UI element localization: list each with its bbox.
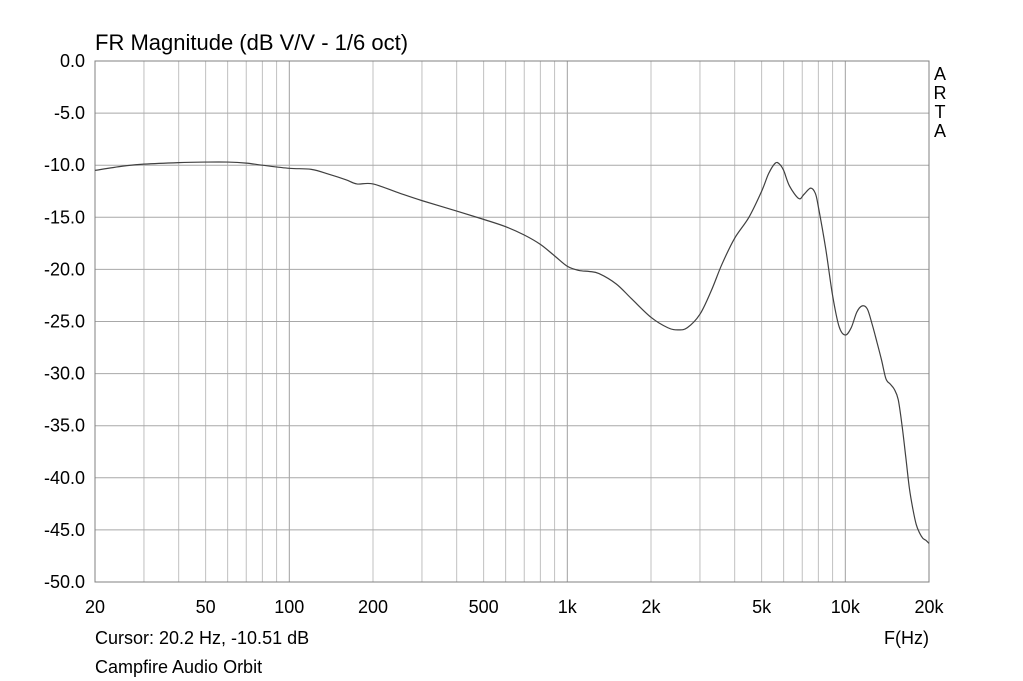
cursor-readout: Cursor: 20.2 Hz, -10.51 dB [95,628,309,648]
response-curve [94,161,930,544]
grid-lines [95,61,929,582]
chart-title: FR Magnitude (dB V/V - 1/6 oct) [95,30,408,55]
x-tick-label: 2k [641,597,661,617]
y-tick-label: -40.0 [44,468,85,488]
y-tick-label: -35.0 [44,416,85,436]
y-tick-label: -45.0 [44,520,85,540]
x-tick-label: 50 [196,597,216,617]
x-axis-label: F(Hz) [884,628,929,648]
chart-caption: Campfire Audio Orbit [95,657,262,677]
x-tick-label: 5k [752,597,772,617]
x-tick-label: 200 [358,597,388,617]
y-tick-label: -5.0 [54,103,85,123]
y-tick-label: -20.0 [44,259,85,279]
y-tick-label: -25.0 [44,312,85,332]
y-tick-label: -10.0 [44,155,85,175]
x-tick-labels: 20 50 100 200 500 1k 2k 5k 10k 20k [85,597,945,617]
x-tick-label: 500 [469,597,499,617]
y-tick-label: -15.0 [44,207,85,227]
x-tick-label: 100 [274,597,304,617]
plot-frame [94,60,930,583]
y-tick-label: -50.0 [44,572,85,592]
x-tick-label: 1k [558,597,578,617]
x-tick-label: 20 [85,597,105,617]
series-layer [94,161,930,544]
x-tick-label: 20k [914,597,944,617]
y-tick-label: 0.0 [60,51,85,71]
x-tick-label: 10k [831,597,861,617]
y-tick-label: -30.0 [44,364,85,384]
y-tick-labels: 0.0 -5.0 -10.0 -15.0 -20.0 -25.0 -30.0 -35.0 -40… [44,51,85,592]
